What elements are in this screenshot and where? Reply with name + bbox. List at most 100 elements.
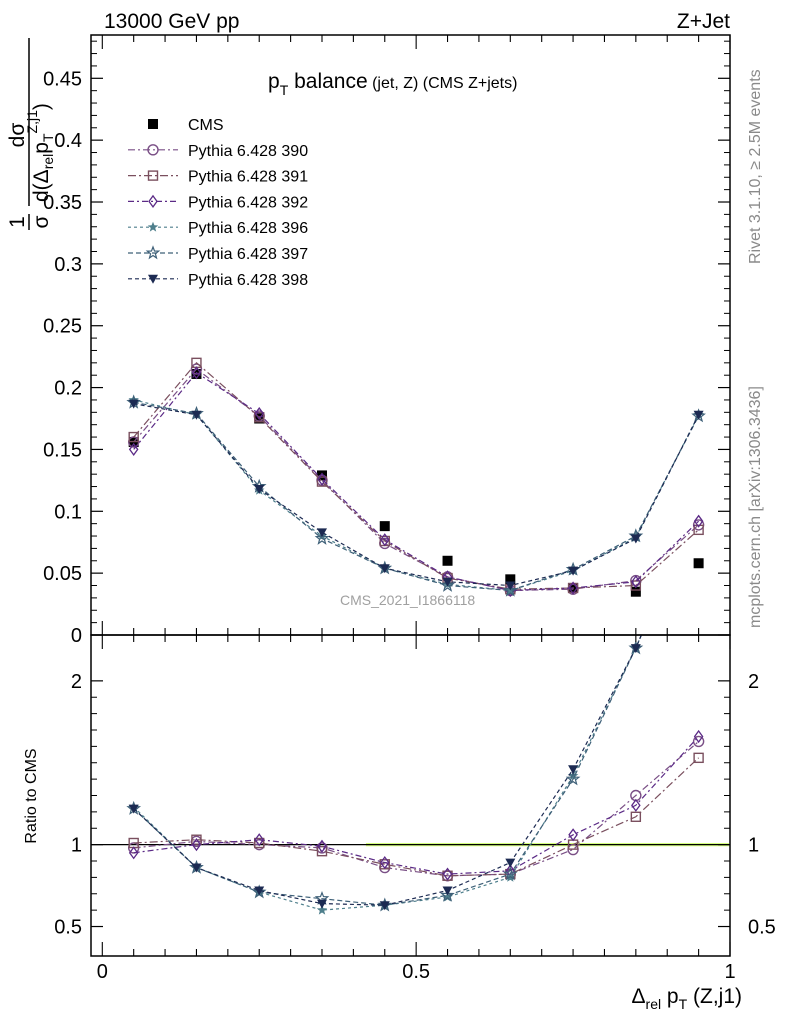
data-point: [128, 442, 139, 457]
ratio-line-pythia-6-428-398: [133, 635, 643, 906]
ratio-point: [191, 834, 202, 845]
legend-entry-pythia-6-428-391: Pythia 6.428 391: [128, 169, 308, 186]
ratio-line-pythia-6-428-397: [133, 635, 643, 906]
ratio-point: [567, 770, 579, 781]
legend-entry-pythia-6-428-397: Pythia 6.428 397: [128, 245, 308, 263]
data-point: [568, 581, 578, 595]
main-y-tick-label: 0.15: [43, 439, 82, 461]
series-line-pythia-6-428-391: [133, 361, 699, 590]
data-point: [505, 574, 516, 585]
series-line-pythia-6-428-396: [133, 399, 700, 592]
data-point: [440, 577, 455, 592]
ratio-point: [379, 856, 390, 870]
ratio-series-pythia-6-428-397: [126, 635, 644, 912]
data-point: [128, 431, 139, 443]
ratio-point: [502, 866, 518, 881]
ratio-point: [440, 887, 455, 902]
series-line-pythia-6-428-398: [133, 403, 700, 587]
ratio-point: [316, 904, 328, 915]
legend-marker: [148, 119, 158, 129]
x-tick-labels: 0 0.5 1: [97, 961, 736, 983]
series-pythia-6-428-392: [128, 366, 704, 598]
ratio-series-pythia-6-428-398: [128, 635, 643, 911]
legend-entry-cms: CMS: [148, 117, 224, 134]
data-point: [379, 533, 390, 547]
main-y-tick-label: 0.2: [54, 378, 82, 400]
ratio-y-tick-label: 2: [71, 671, 82, 693]
legend-entry-pythia-6-428-398: Pythia 6.428 398: [128, 272, 308, 289]
process-label: Z+Jet: [677, 10, 730, 33]
legend-entry-pythia-6-428-396: Pythia 6.428 396: [128, 220, 308, 237]
ratio-point: [565, 771, 581, 786]
series-cms: [128, 368, 704, 597]
main-axis-ticks: [91, 35, 731, 636]
legend-marker: [148, 274, 158, 284]
ratio-point: [128, 804, 139, 814]
ratio-line-pythia-6-428-392: [133, 736, 700, 875]
ratio-line-pythia-6-428-396: [133, 635, 643, 911]
data-point: [316, 476, 328, 487]
data-point: [379, 521, 390, 532]
ratio-point: [442, 891, 453, 902]
main-y-tick-labels: 0 0.05 0.1 0.15 0.2 0.25 0.3 0.35 0.4 0.45: [43, 68, 82, 647]
series-line-pythia-6-428-397: [133, 401, 700, 592]
data-point: [630, 580, 642, 591]
data-point: [502, 582, 518, 597]
series-line-pythia-6-428-392: [133, 371, 700, 592]
ratio-y-tick-label: 0.5: [54, 917, 82, 939]
data-point: [254, 412, 265, 423]
ratio-y-tick-label: 1: [71, 835, 82, 857]
data-point: [630, 534, 641, 544]
ratio-point: [254, 833, 265, 847]
x-axis-label: Δrel pT (Z,j1): [632, 985, 743, 1012]
legend-marker: [147, 221, 159, 232]
main-y-tick-label: 0.05: [43, 563, 82, 585]
ratio-point: [254, 837, 265, 849]
ratio-point: [693, 729, 704, 744]
main-y-tick-label: 0.4: [54, 130, 82, 152]
main-y-axis-label: 1 σ dσ d(ΔrelpTZ,j1): [6, 38, 56, 230]
data-point: [568, 566, 579, 576]
series-pythia-6-428-397: [126, 394, 706, 597]
series-pythia-6-428-398: [128, 399, 704, 591]
data-point: [190, 363, 203, 375]
main-y-tick-label: 0.25: [43, 316, 82, 338]
series-line-pythia-6-428-390: [133, 368, 699, 592]
x-tick-label: 0: [97, 961, 108, 983]
x-tick-label: 0.5: [402, 961, 430, 983]
ratio-series-layer: [126, 635, 705, 915]
chart-title: pT balance (jet, Z) (CMS Z+jets): [268, 70, 517, 98]
ratio-y-tick-label-right: 2: [748, 671, 759, 693]
ratio-point: [442, 886, 453, 896]
legend-label: Pythia 6.428 397: [188, 246, 308, 263]
legend-label: Pythia 6.428 398: [188, 272, 308, 289]
legend-entry-pythia-6-428-392: Pythia 6.428 392: [128, 194, 308, 211]
ratio-point: [692, 735, 705, 748]
svg-text:dσ: dσ: [6, 123, 29, 148]
legend-label: Pythia 6.428 390: [188, 143, 308, 160]
data-point: [191, 366, 202, 380]
legend-marker: [145, 245, 161, 260]
data-point: [191, 410, 202, 420]
legend-label: Pythia 6.428 391: [188, 169, 308, 186]
data-point: [442, 555, 453, 566]
data-point: [693, 410, 704, 420]
legend-entry-pythia-6-428-390: Pythia 6.428 390: [128, 143, 308, 160]
series-pythia-6-428-390: [127, 363, 705, 597]
data-point: [128, 394, 139, 405]
main-plot-frame: [90, 34, 731, 636]
ratio-series-pythia-6-428-396: [128, 635, 643, 915]
ratio-point: [631, 798, 641, 812]
main-y-tick-label: 0.3: [54, 254, 82, 276]
ratio-point: [316, 899, 327, 909]
main-series-layer: [126, 357, 706, 598]
ratio-y-tick-label-right: 0.5: [748, 917, 776, 939]
ratio-point: [191, 863, 202, 873]
data-point: [631, 575, 641, 589]
data-point: [314, 530, 330, 545]
main-y-tick-label: 0.35: [43, 192, 82, 214]
legend-label: CMS: [188, 117, 224, 134]
ratio-panel: 0.5 0.51 12 2 0 0.5 1 Ratio to CMS Δrel pT (Z…: [23, 634, 776, 1012]
ratio-series-pythia-6-428-390: [127, 735, 705, 882]
svg-text:1: 1: [6, 216, 29, 228]
